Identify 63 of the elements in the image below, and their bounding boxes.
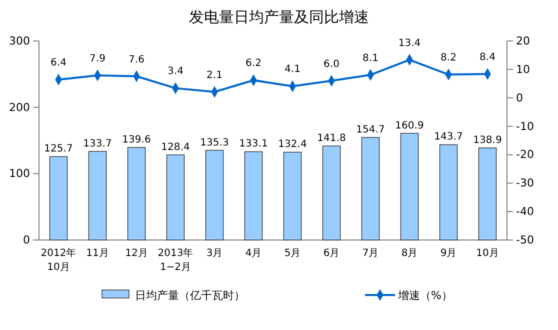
bar <box>205 150 224 240</box>
bar <box>283 152 302 240</box>
data-label: 8.4 <box>480 52 496 63</box>
y2-tick-label: 0 <box>516 91 523 104</box>
x-tick-label: 10月 <box>476 248 499 259</box>
y2-tick-label: -40 <box>516 205 534 218</box>
data-label: 2.1 <box>206 70 222 81</box>
data-label: 141.8 <box>317 132 346 144</box>
x-tick-label: 6月 <box>323 248 340 259</box>
data-label: 6.4 <box>50 58 66 69</box>
data-label: 8.1 <box>362 52 378 64</box>
data-label: 139.6 <box>122 134 151 146</box>
bar <box>127 147 146 240</box>
y-tick-label: 300 <box>9 34 30 48</box>
data-label: 160.9 <box>395 120 424 132</box>
bar <box>244 151 263 240</box>
bar <box>166 154 185 240</box>
y-tick-label: 200 <box>9 100 30 114</box>
x-tick-label: 3月 <box>206 248 223 259</box>
data-label: 135.3 <box>200 137 229 148</box>
x-tick-label: 12月 <box>125 248 148 259</box>
x-tick-label: 11月 <box>86 248 109 259</box>
bar <box>88 150 107 240</box>
bar <box>49 156 68 240</box>
bar <box>322 146 341 240</box>
y-tick-label: 0 <box>23 234 30 247</box>
y2-tick-label: 20 <box>516 34 530 48</box>
x-tick-label: 4月 <box>245 248 262 259</box>
x-tick-label: 8月 <box>401 248 418 259</box>
y2-tick-label: -30 <box>516 176 534 190</box>
data-label: 138.9 <box>473 134 502 146</box>
data-label: 132.4 <box>278 139 307 150</box>
y2-tick-label: -10 <box>516 120 534 133</box>
data-label: 143.7 <box>434 132 463 143</box>
data-label: 7.9 <box>90 53 106 64</box>
chart-title: 发电量日均产量及同比增速 <box>189 8 369 26</box>
x-tick-label: 2013年 1−2月 <box>158 247 194 273</box>
data-label: 4.1 <box>284 64 300 76</box>
legend-label: 日均产量（亿千瓦时） <box>135 289 245 302</box>
data-label: 133.1 <box>239 138 268 150</box>
y-tick-label: 100 <box>9 167 30 180</box>
data-label: 8.2 <box>440 52 456 64</box>
data-label: 3.4 <box>168 66 184 78</box>
data-label: 7.6 <box>128 54 144 66</box>
x-tick-label: 9月 <box>440 248 457 259</box>
x-tick-label: 7月 <box>362 248 379 259</box>
data-label: 128.4 <box>161 142 190 153</box>
data-label: 13.4 <box>398 38 421 49</box>
data-label: 6.0 <box>324 58 340 70</box>
legend-label: 增速（%） <box>397 289 452 302</box>
x-tick-label: 2012年 10月 <box>40 247 76 273</box>
data-label: 125.7 <box>44 144 73 155</box>
data-label: 154.7 <box>356 124 385 136</box>
data-label: 133.7 <box>83 138 112 150</box>
bar <box>439 144 458 240</box>
bar <box>478 148 497 240</box>
y2-tick-label: -20 <box>516 148 534 162</box>
y2-tick-label: -50 <box>516 234 534 247</box>
y2-tick-label: 10 <box>516 62 530 76</box>
bar <box>361 137 380 240</box>
bar <box>400 132 419 240</box>
x-tick-label: 5月 <box>284 248 301 259</box>
data-label: 6.2 <box>246 58 262 70</box>
